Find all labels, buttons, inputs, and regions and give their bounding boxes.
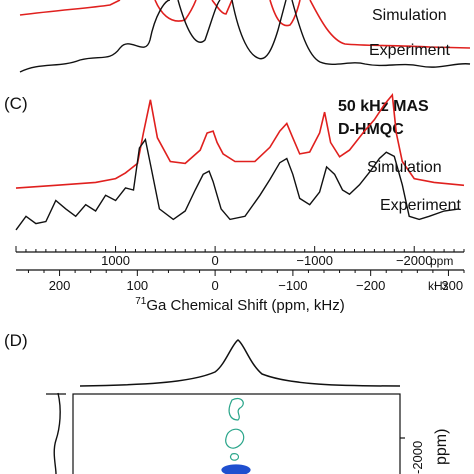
panel-d-right-axis-label: ppm) [433,429,450,465]
panel-d-contours-lower [221,464,251,474]
panel-c-annotation-line2: D-HMQC [338,121,404,138]
khz-tick-label: −300 [434,278,463,293]
panel-c-experiment-label: Experiment [380,197,461,214]
panel-d-contours-upper [225,397,245,461]
contour-peak-2 [225,428,245,449]
ppm-tick-label: −2000 [396,253,433,268]
ppm-ticks: 1000 0 −1000 −2000 [15,246,465,268]
x-axis-title-text: Ga Chemical Shift (ppm, kHz) [146,297,344,314]
ppm-tick-label: 0 [211,253,218,268]
ppm-unit-label: ppm [430,254,453,268]
top-experiment-label: Experiment [369,42,450,59]
panel-d: (D) -2000 ppm) [4,331,450,474]
x-axis-title-superscript: 71 [135,296,147,307]
contour-peak-4 [221,464,251,474]
khz-ticks: 200 100 0 −100 −200 −300 [27,270,465,293]
panel-c-simulation-trace [15,93,465,189]
x-axis-title: 71Ga Chemical Shift (ppm, kHz) [135,296,345,314]
panel-c: (C) 50 kHz MAS D-HMQC Simulation Experim… [4,93,465,231]
panel-c-letter: (C) [4,94,28,113]
panel-c-experiment-trace [15,137,460,231]
khz-unit-label: kHz [428,279,449,293]
top-experiment-trace [19,0,471,73]
contour-peak-3 [230,453,240,461]
panel-d-f1-projection [53,392,61,474]
x-axes: 1000 0 −1000 −2000 ppm 200 100 0 −100 −200 −300 … [15,246,465,314]
panel-d-plot-frame [72,393,401,474]
ppm-tick-label: −1000 [296,253,333,268]
khz-tick-label: 200 [49,278,71,293]
panel-d-right-tick-label: -2000 [410,441,425,474]
panel-c-simulation-label: Simulation [367,159,442,176]
ppm-tick-label: 1000 [101,253,130,268]
khz-tick-label: −100 [278,278,307,293]
khz-tick-label: 0 [211,278,218,293]
top-simulation-label: Simulation [372,7,447,24]
top-panel: Simulation Experiment [19,0,471,73]
panel-d-letter: (D) [4,331,28,350]
contour-peak-1 [228,397,244,421]
khz-tick-label: 100 [126,278,148,293]
panel-d-f2-projection [79,339,401,387]
khz-tick-label: −200 [356,278,385,293]
